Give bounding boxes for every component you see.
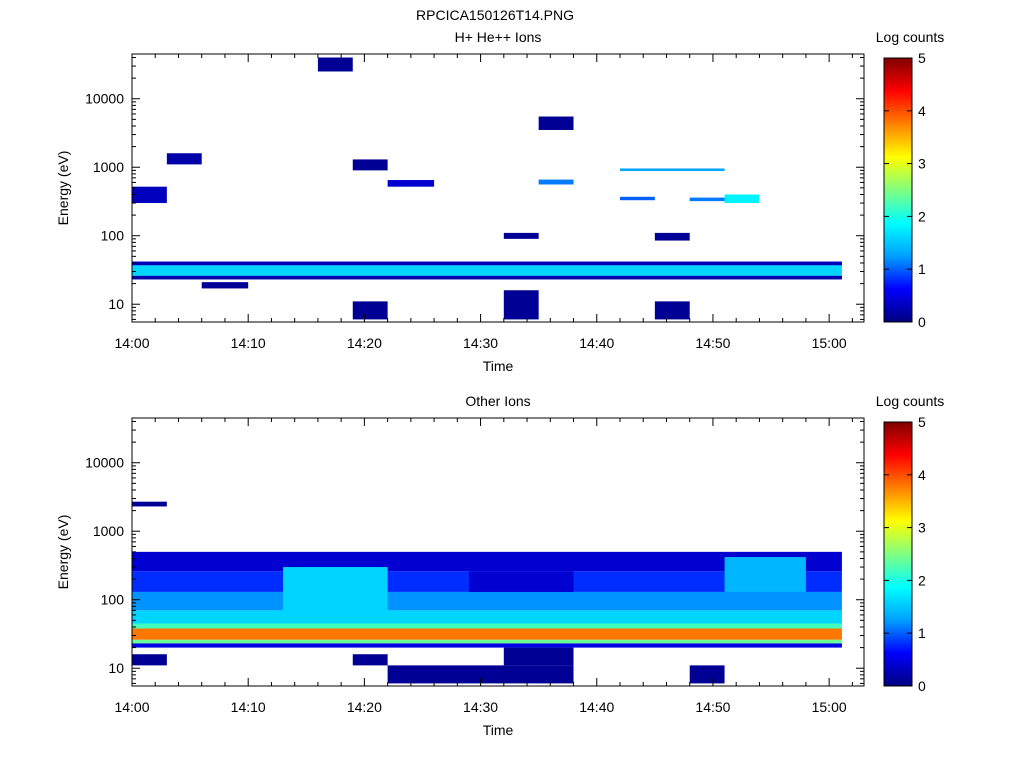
heatmap-cell xyxy=(724,194,760,204)
heatmap-cell xyxy=(132,261,842,266)
heatmap-cell xyxy=(352,159,388,171)
x-tick-label: 14:30 xyxy=(463,699,498,715)
colorbar-label: Log counts xyxy=(876,29,945,45)
y-tick-label: 10000 xyxy=(85,455,124,471)
heatmap-cell xyxy=(132,591,842,611)
colorbar-gradient xyxy=(883,421,913,687)
x-axis: 14:00 14:10 14:20 14:30 14:40 14:50 15:00 Time xyxy=(114,54,853,374)
heatmap-cell xyxy=(283,567,388,611)
x-tick-label: 14:00 xyxy=(114,699,149,715)
x-tick-label: 15:00 xyxy=(812,335,847,351)
heatmap-cell xyxy=(503,232,539,239)
x-axis-label: Time xyxy=(483,722,514,738)
x-tick-label: 14:20 xyxy=(347,335,382,351)
colorbar-tick-label: 4 xyxy=(918,103,926,119)
heatmap-cells xyxy=(132,501,842,684)
figure-title: RPCICA150126T14.PNG xyxy=(416,7,574,23)
heatmap-cell xyxy=(503,647,574,666)
x-axis-label: Time xyxy=(483,358,514,374)
heatmap-cell xyxy=(132,643,842,648)
colorbar-tick-label: 5 xyxy=(918,414,926,430)
x-tick-label: 14:00 xyxy=(114,335,149,351)
heatmap-cell xyxy=(132,275,842,280)
colorbar-tick-label: 4 xyxy=(918,467,926,483)
heatmap-cell xyxy=(387,665,574,684)
heatmap-cell xyxy=(132,623,842,629)
heatmap-cell xyxy=(689,197,725,202)
y-axis: 10 100 1000 10000 Energy (eV) xyxy=(55,421,864,684)
x-tick-label: 14:40 xyxy=(579,699,614,715)
heatmap-cell xyxy=(468,571,574,592)
heatmap-cell xyxy=(387,180,435,187)
heatmap-cell xyxy=(503,290,539,320)
colorbar: 0 1 2 3 4 5 Log counts xyxy=(876,393,945,694)
y-tick-label: 10 xyxy=(108,660,124,676)
x-axis: 14:00 14:10 14:20 14:30 14:40 14:50 15:00 Time xyxy=(114,418,853,738)
colorbar-tick-label: 0 xyxy=(918,678,926,694)
heatmap-cell xyxy=(132,610,842,624)
x-tick-label: 14:20 xyxy=(347,699,382,715)
y-tick-label: 1000 xyxy=(93,159,124,175)
colorbar-tick-label: 0 xyxy=(918,314,926,330)
y-tick-label: 100 xyxy=(101,592,125,608)
heatmap-cell xyxy=(654,301,690,320)
heatmap-cell xyxy=(538,179,574,185)
colorbar-tick-label: 2 xyxy=(918,572,926,588)
heatmap-cell xyxy=(132,628,842,640)
y-tick-label: 10 xyxy=(108,296,124,312)
x-tick-label: 14:30 xyxy=(463,335,498,351)
x-tick-label: 14:50 xyxy=(695,335,730,351)
colorbar-tick-label: 3 xyxy=(918,520,926,536)
heatmap-cell xyxy=(689,665,725,684)
heatmap-cell xyxy=(317,57,353,72)
x-tick-label: 14:50 xyxy=(695,699,730,715)
heatmap-cell xyxy=(620,196,655,201)
x-tick-label: 14:10 xyxy=(231,699,266,715)
colorbar-tick-label: 1 xyxy=(918,625,926,641)
colorbar-label: Log counts xyxy=(876,393,945,409)
x-tick-label: 14:10 xyxy=(231,335,266,351)
colorbar-tick-label: 3 xyxy=(918,156,926,172)
heatmap-cell xyxy=(620,168,725,172)
panel-title: Other Ions xyxy=(465,393,530,409)
x-tick-label: 14:40 xyxy=(579,335,614,351)
colorbar-gradient xyxy=(883,57,913,323)
y-tick-label: 100 xyxy=(101,228,125,244)
colorbar-tick-label: 5 xyxy=(918,50,926,66)
heatmap-cell xyxy=(132,186,167,204)
y-axis-label: Energy (eV) xyxy=(55,515,71,590)
panel-title: H+ He++ Ions xyxy=(455,29,542,45)
heatmap-cell xyxy=(352,301,388,320)
plot-frame xyxy=(131,53,865,323)
heatmap-cell xyxy=(132,551,842,572)
colorbar-tick-label: 2 xyxy=(918,208,926,224)
heatmap-cell xyxy=(166,153,202,165)
y-axis-label: Energy (eV) xyxy=(55,151,71,226)
y-tick-label: 10000 xyxy=(85,91,124,107)
x-tick-label: 15:00 xyxy=(812,699,847,715)
heatmap-cell xyxy=(201,282,249,289)
y-axis: 10 100 1000 10000 Energy (eV) xyxy=(55,57,864,320)
heatmap-cell xyxy=(132,265,842,276)
heatmap-cells xyxy=(132,57,842,320)
heatmap-cell xyxy=(654,232,690,241)
y-tick-label: 1000 xyxy=(93,523,124,539)
heatmap-cell xyxy=(132,639,842,644)
colorbar: 0 1 2 3 4 5 Log counts xyxy=(876,29,945,330)
heatmap-cell xyxy=(132,501,167,507)
heatmap-cell xyxy=(352,654,388,666)
heatmap-cell xyxy=(132,654,167,666)
heatmap-cell xyxy=(724,557,806,592)
heatmap-cell xyxy=(538,116,574,130)
colorbar-tick-label: 1 xyxy=(918,261,926,277)
